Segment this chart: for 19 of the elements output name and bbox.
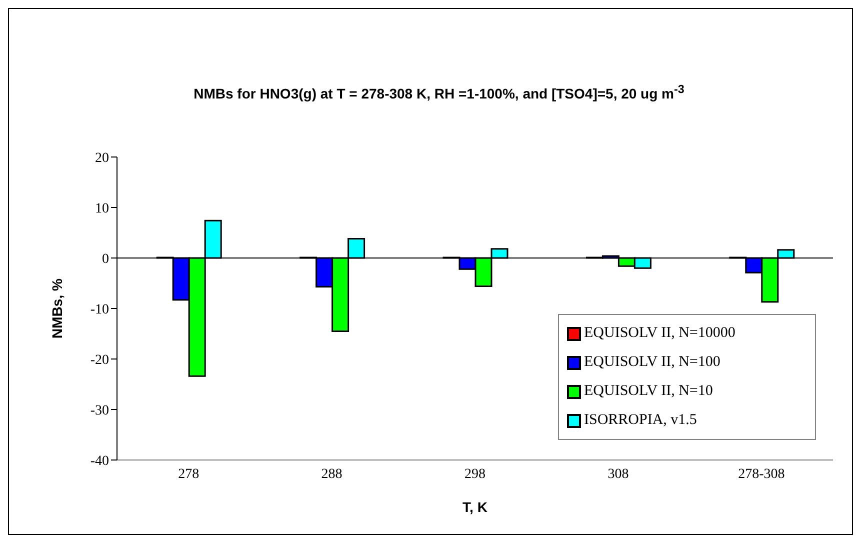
x-tick-label: 288 [321, 466, 342, 482]
chart-title: NMBs for HNO3(g) at T = 278-308 K, RH =1-100%, and [TSO4]=5, 20 ug m$^{-3}$ [192, 82, 686, 104]
y-tick-label: 10 [95, 201, 109, 216]
x-tick-label: 298 [464, 466, 486, 482]
y-tick-label: -30 [90, 403, 109, 418]
x-tick-label: 308 [608, 466, 629, 482]
x-tick-label: 278 [178, 466, 200, 482]
legend-label: EQUISOLV II, N=100 [584, 353, 720, 372]
legend-label: ISORROPIA, v1.5 [584, 411, 697, 430]
y-tick-label: 0 [102, 252, 109, 267]
x-tick-label: 278-308 [738, 466, 785, 482]
legend-label: EQUISOLV II, N=10 [584, 382, 713, 401]
y-tick-label: -10 [90, 302, 109, 318]
y-axis-title: NMBs, % [48, 278, 65, 338]
y-tick-label: -40 [90, 454, 109, 469]
legend-label: EQUISOLV II, N=10000 [584, 324, 736, 343]
x-axis-title: T, K [462, 499, 488, 515]
y-tick-label: -20 [90, 352, 109, 368]
y-tick-label: 20 [95, 150, 109, 166]
